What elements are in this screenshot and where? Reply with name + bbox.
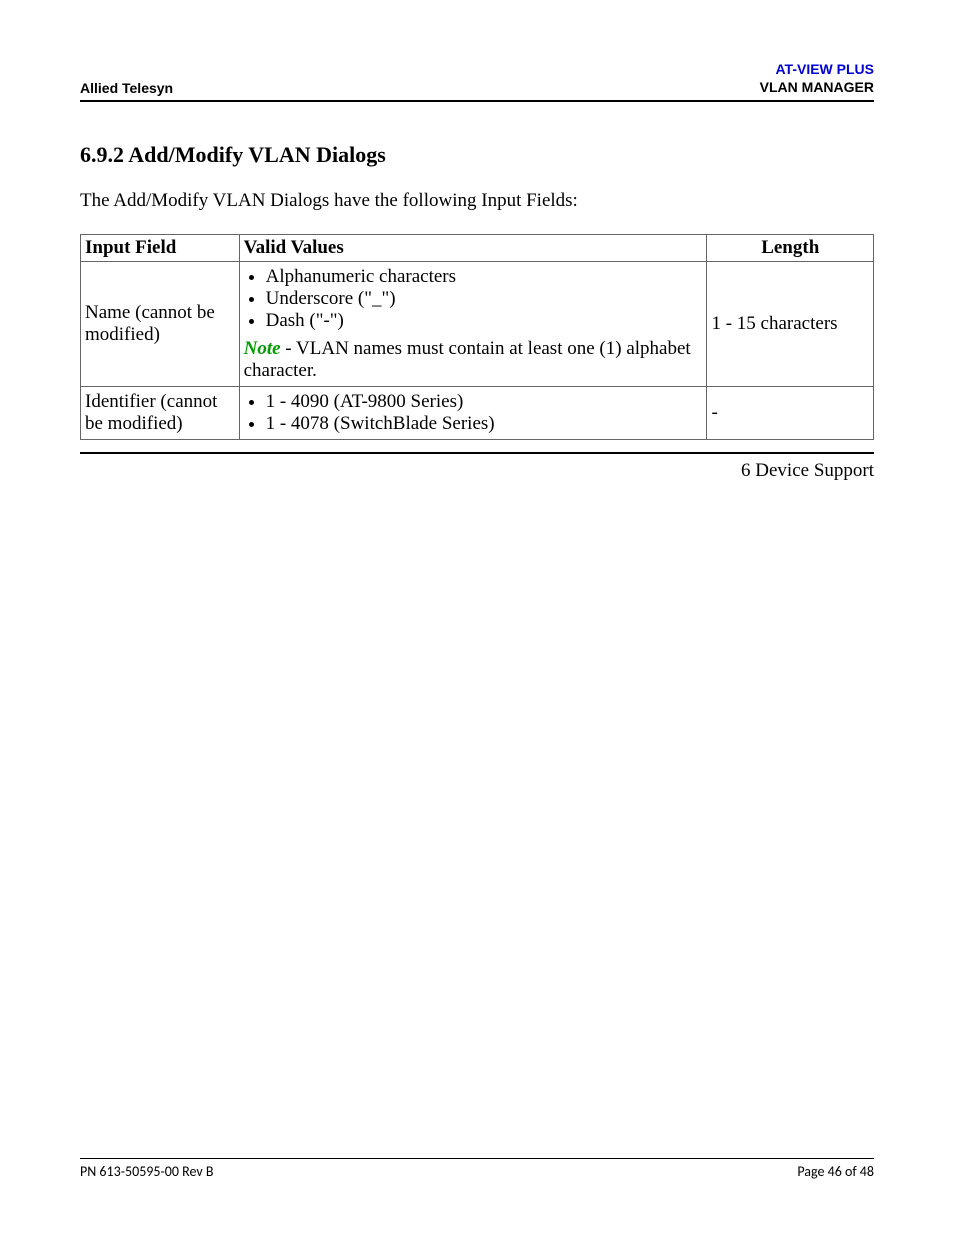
list-item: Underscore ("_") [266, 288, 703, 310]
cell-length: - [707, 387, 874, 440]
note-label: Note [244, 338, 281, 359]
table-header-row: Input Field Valid Values Length [81, 235, 874, 262]
valid-values-note: Note - VLAN names must contain at least … [244, 338, 703, 382]
cell-input-field: Identifier (cannot be modified) [81, 387, 240, 440]
section-heading: 6.9.2 Add/Modify VLAN Dialogs [80, 142, 874, 168]
cell-valid-values: 1 - 4090 (AT-9800 Series) 1 - 4078 (Swit… [239, 387, 707, 440]
list-item: Dash ("-") [266, 310, 703, 332]
footer-page-number: Page 46 of 48 [797, 1163, 874, 1180]
section-footer-rule [80, 452, 874, 454]
valid-values-list: Alphanumeric characters Underscore ("_")… [244, 266, 703, 332]
list-item: 1 - 4090 (AT-9800 Series) [266, 391, 703, 413]
cell-input-field: Name (cannot be modified) [81, 262, 240, 387]
th-input-field: Input Field [81, 235, 240, 262]
page: Allied Telesyn AT-VIEW PLUS VLAN MANAGER… [0, 0, 954, 1235]
header-left-text: Allied Telesyn [80, 80, 173, 96]
section-intro: The Add/Modify VLAN Dialogs have the fol… [80, 190, 874, 212]
list-item: 1 - 4078 (SwitchBlade Series) [266, 413, 703, 435]
cell-valid-values: Alphanumeric characters Underscore ("_")… [239, 262, 707, 387]
header-product-name: AT-VIEW PLUS [760, 60, 874, 78]
th-valid-values: Valid Values [239, 235, 707, 262]
page-footer: PN 613-50595-00 Rev B Page 46 of 48 [80, 1158, 874, 1180]
section-footer-text: 6 Device Support [80, 460, 874, 482]
header-right-block: AT-VIEW PLUS VLAN MANAGER [760, 60, 874, 96]
page-header: Allied Telesyn AT-VIEW PLUS VLAN MANAGER [80, 60, 874, 102]
vlan-fields-table: Input Field Valid Values Length Name (ca… [80, 234, 874, 440]
table-row: Identifier (cannot be modified) 1 - 4090… [81, 387, 874, 440]
cell-length: 1 - 15 characters [707, 262, 874, 387]
header-module-name: VLAN MANAGER [760, 78, 874, 96]
table-row: Name (cannot be modified) Alphanumeric c… [81, 262, 874, 387]
footer-part-number: PN 613-50595-00 Rev B [80, 1163, 214, 1180]
valid-values-list: 1 - 4090 (AT-9800 Series) 1 - 4078 (Swit… [244, 391, 703, 435]
list-item: Alphanumeric characters [266, 266, 703, 288]
note-text: - VLAN names must contain at least one (… [244, 338, 691, 381]
th-length: Length [707, 235, 874, 262]
